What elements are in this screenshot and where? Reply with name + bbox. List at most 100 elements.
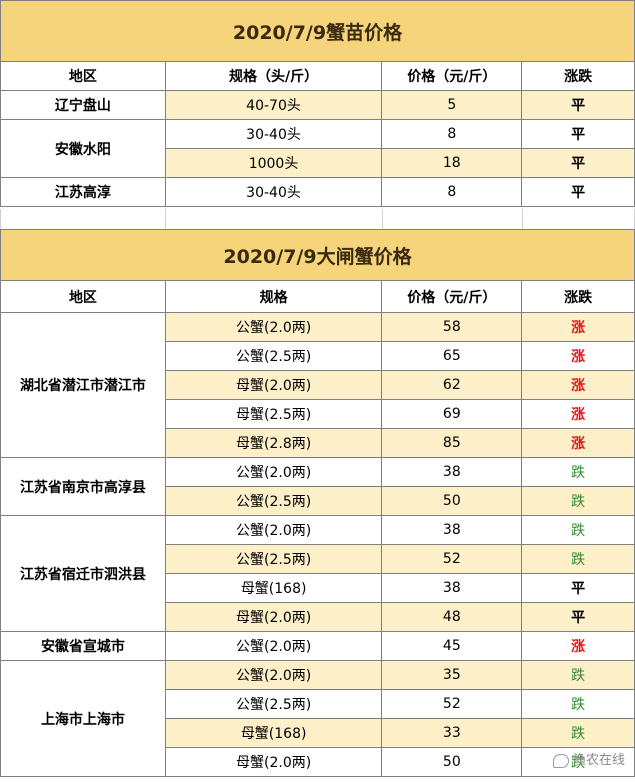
trend-down-label: 跌 xyxy=(571,755,586,771)
trend-cell: 跌 xyxy=(521,515,635,545)
column-header: 规格（头/斤） xyxy=(164,61,383,91)
price-cell: 69 xyxy=(381,399,523,429)
table-row: 辽宁盘山 40-70头 5 平 xyxy=(0,90,635,120)
trend-cell: 平 xyxy=(521,90,635,120)
region-cell: 安徽省宣城市 xyxy=(0,631,166,661)
table-row: 湖北省潜江市潜江市 公蟹(2.0两) 58 涨 xyxy=(0,312,635,458)
table-row: 母蟹(168) 33 跌 xyxy=(1,718,635,748)
trend-cell: 平 xyxy=(521,602,635,632)
table-row: 母蟹(2.0两) 62 涨 xyxy=(1,370,635,400)
price-cell: 45 xyxy=(381,631,523,661)
price-cell: 52 xyxy=(381,544,523,574)
table-spacer xyxy=(0,209,635,229)
trend-flat-label: 平 xyxy=(571,156,586,172)
trend-cell: 涨 xyxy=(521,370,635,400)
trend-cell: 跌 xyxy=(521,544,635,574)
spec-cell: 30-40头 xyxy=(164,119,383,149)
trend-down-label: 跌 xyxy=(571,494,586,510)
spec-cell: 母蟹(2.0两) xyxy=(164,602,383,632)
column-header: 价格（元/斤） xyxy=(381,280,523,313)
column-header: 价格（元/斤） xyxy=(381,61,523,91)
trend-up-label: 涨 xyxy=(571,436,586,452)
spec-cell: 母蟹(168) xyxy=(164,718,383,748)
hairy-crab-price-table: 2020/7/9大闸蟹价格 地区 规格 价格（元/斤） 涨跌 湖北省潜江市潜江市公蟹(2.… xyxy=(0,229,635,777)
trend-cell: 跌 xyxy=(521,718,635,748)
region-cell: 江苏省宿迁市泗洪县 xyxy=(0,515,166,632)
trend-cell: 跌 xyxy=(521,660,635,690)
table-row: 江苏高淳 30-40头 8 平 xyxy=(0,177,635,207)
trend-up-label: 涨 xyxy=(571,407,586,423)
trend-up-label: 涨 xyxy=(571,378,586,394)
price-cell: 62 xyxy=(381,370,523,400)
spec-cell: 1000头 xyxy=(164,148,383,178)
price-cell: 50 xyxy=(381,486,523,516)
column-header: 地区 xyxy=(0,61,166,91)
trend-flat-label: 平 xyxy=(571,610,586,626)
spec-cell: 公蟹(2.0两) xyxy=(164,660,383,690)
trend-cell: 平 xyxy=(521,119,635,149)
trend-up-label: 涨 xyxy=(571,320,586,336)
trend-down-label: 跌 xyxy=(571,552,586,568)
region-cell: 上海市上海市 xyxy=(0,660,166,777)
price-cell: 85 xyxy=(381,428,523,458)
table-row: 安徽水阳 30-40头 8 平 xyxy=(0,119,635,178)
trend-cell: 跌 xyxy=(521,689,635,719)
crab-seedling-price-table: 2020/7/9蟹苗价格 地区 规格（头/斤） 价格（元/斤） 涨跌 辽宁盘山 40-70头… xyxy=(0,0,635,207)
price-cell: 52 xyxy=(381,689,523,719)
table-row: 1000头 18 平 xyxy=(1,148,635,178)
column-header: 涨跌 xyxy=(521,61,635,91)
table-title: 2020/7/9大闸蟹价格 xyxy=(0,229,635,281)
trend-cell: 涨 xyxy=(521,341,635,371)
region-cell: 湖北省潜江市潜江市 xyxy=(0,312,166,458)
trend-cell: 涨 xyxy=(521,631,635,661)
table-row: 江苏省南京市高淳县 公蟹(2.0两) 38 跌 xyxy=(0,457,635,516)
column-header: 涨跌 xyxy=(521,280,635,313)
price-cell: 50 xyxy=(381,747,523,777)
price-cell: 18 xyxy=(381,148,523,178)
spec-cell: 母蟹(2.0两) xyxy=(164,370,383,400)
trend-down-label: 跌 xyxy=(571,668,586,684)
trend-cell: 平 xyxy=(521,177,635,207)
chat-bubble-icon xyxy=(552,753,569,768)
column-header: 地区 xyxy=(0,280,166,313)
trend-cell: 平 xyxy=(521,573,635,603)
spec-cell: 母蟹(168) xyxy=(164,573,383,603)
trend-cell: 跌 xyxy=(521,457,635,487)
spec-cell: 40-70头 xyxy=(164,90,383,120)
spec-cell: 公蟹(2.5两) xyxy=(164,486,383,516)
watermark: 渔农在线 xyxy=(552,749,625,768)
trend-cell: 跌 xyxy=(521,486,635,516)
trend-cell: 跌 xyxy=(521,747,635,777)
region-cell: 安徽水阳 xyxy=(0,119,166,178)
table-row: 母蟹(168) 38 平 xyxy=(1,573,635,603)
trend-up-label: 涨 xyxy=(571,349,586,365)
price-cell: 48 xyxy=(381,602,523,632)
title-row: 2020/7/9大闸蟹价格 xyxy=(0,229,635,281)
trend-flat-label: 平 xyxy=(571,185,586,201)
trend-down-label: 跌 xyxy=(571,523,586,539)
spec-cell: 公蟹(2.0两) xyxy=(164,631,383,661)
price-cell: 38 xyxy=(381,573,523,603)
table-row: 江苏省宿迁市泗洪县 公蟹(2.0两) 38 跌 xyxy=(0,515,635,632)
header-row: 地区 规格 价格（元/斤） 涨跌 xyxy=(0,280,635,313)
table-row: 母蟹(2.5两) 69 涨 xyxy=(1,399,635,429)
region-cell: 辽宁盘山 xyxy=(0,90,166,120)
price-cell: 58 xyxy=(381,312,523,342)
trend-cell: 平 xyxy=(521,148,635,178)
price-cell: 8 xyxy=(381,177,523,207)
table-row: 公蟹(2.5两) 65 涨 xyxy=(1,341,635,371)
spec-cell: 母蟹(2.0两) xyxy=(164,747,383,777)
spec-cell: 30-40头 xyxy=(164,177,383,207)
trend-up-label: 涨 xyxy=(571,639,586,655)
region-cell: 江苏高淳 xyxy=(0,177,166,207)
trend-down-label: 跌 xyxy=(571,465,586,481)
table-row: 上海市上海市 公蟹(2.0两) 35 跌 xyxy=(0,660,635,777)
trend-flat-label: 平 xyxy=(571,98,586,114)
price-cell: 38 xyxy=(381,457,523,487)
price-cell: 65 xyxy=(381,341,523,371)
title-row: 2020/7/9蟹苗价格 xyxy=(0,0,635,62)
spec-cell: 母蟹(2.5两) xyxy=(164,399,383,429)
trend-flat-label: 平 xyxy=(571,127,586,143)
price-cell: 33 xyxy=(381,718,523,748)
